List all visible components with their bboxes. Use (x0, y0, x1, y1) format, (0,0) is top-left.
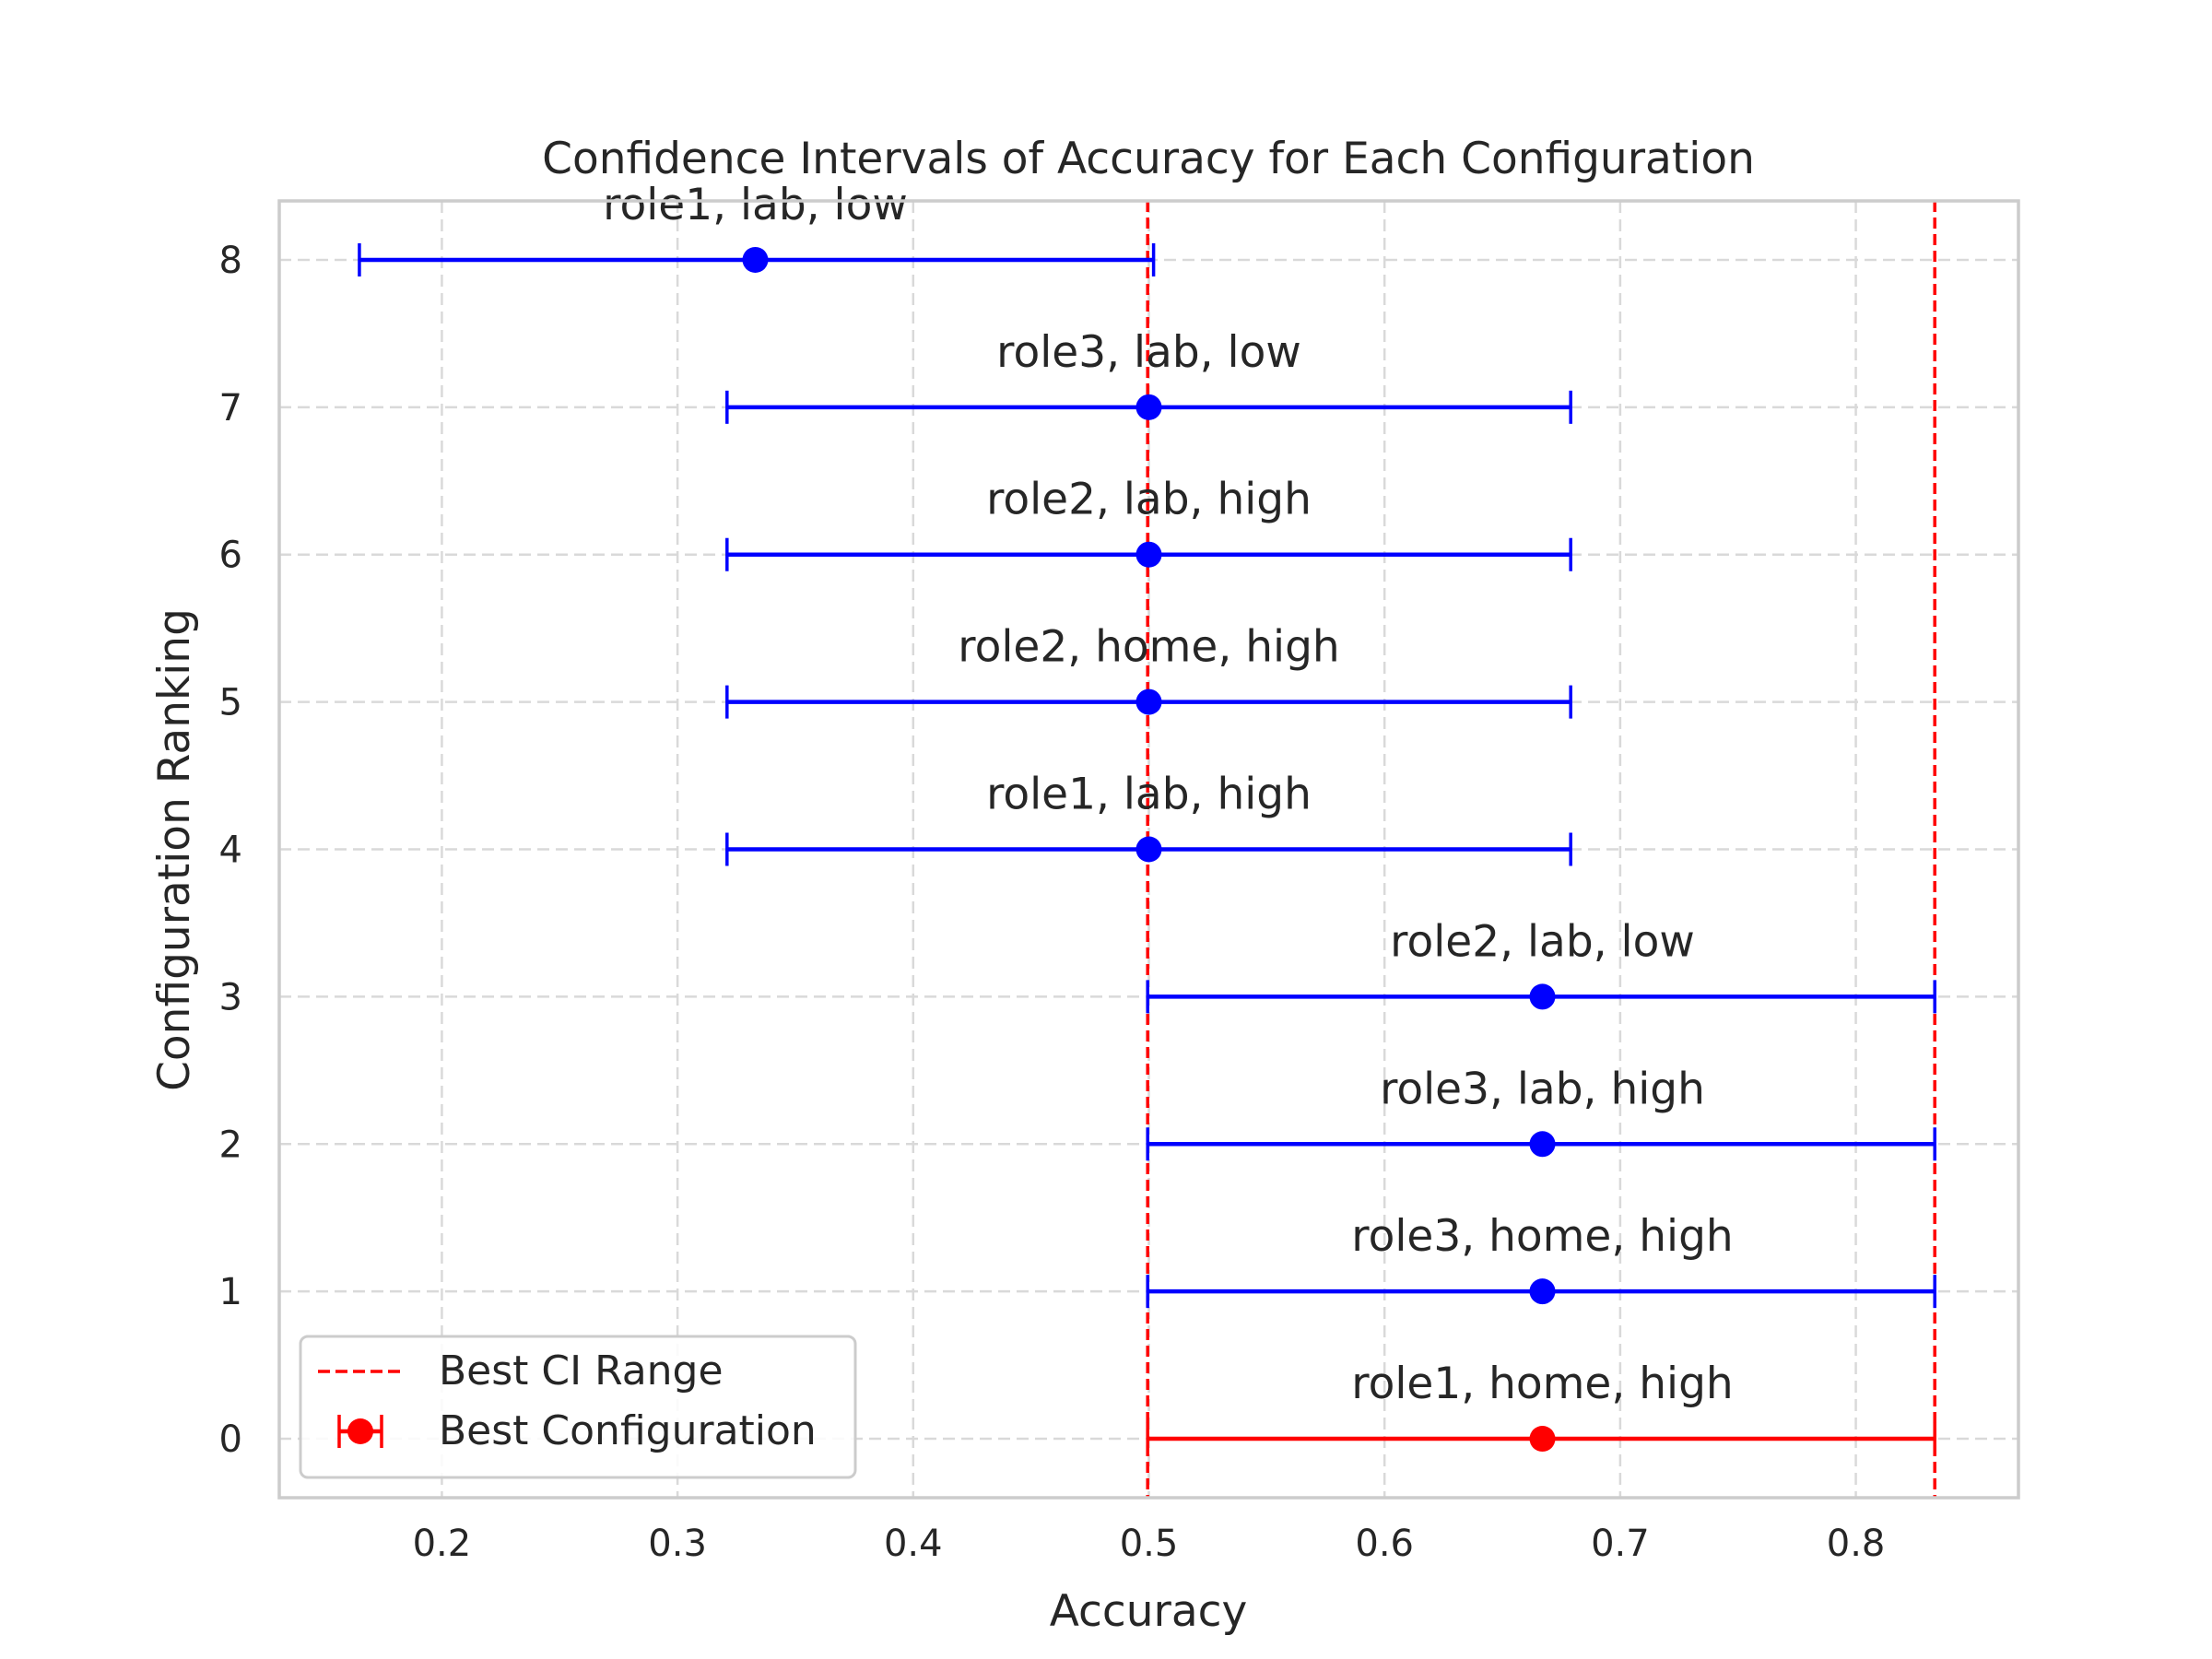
x-tick-label-5: 0.7 (1591, 1523, 1650, 1565)
data-point-7 (1135, 394, 1162, 420)
data-point-4 (1135, 836, 1162, 863)
errorbar-4: role1, lab, high (725, 770, 1572, 866)
errorbar-2: role3, lab, high (1146, 1064, 1936, 1161)
x-axis-label: Accuracy (1050, 1586, 1248, 1637)
error-bars: role1, home, high role3, home, high role3,… (358, 180, 1936, 1456)
point-label-2: role3, lab, high (1380, 1064, 1705, 1114)
y-axis-label: Configuration Ranking (149, 608, 200, 1091)
y-tick-labels: 0 1 2 3 4 5 6 7 8 (219, 240, 242, 1461)
y-tick-label-6: 6 (219, 535, 242, 577)
legend: Best CI Range Best Configuration (299, 1335, 857, 1479)
errorbar-5: role2, home, high (725, 622, 1572, 719)
data-point-3 (1529, 983, 1556, 1010)
errorbar-7: role3, lab, low (725, 327, 1572, 424)
y-tick-label-3: 3 (219, 976, 242, 1018)
legend-entry-best-ci: Best CI Range (439, 1347, 724, 1394)
errorbar-1: role3, home, high (1146, 1211, 1936, 1309)
chart-title: Confidence Intervals of Accuracy for Eac… (542, 134, 1755, 184)
y-tick-label-7: 7 (219, 387, 242, 429)
point-label-5: role2, home, high (958, 622, 1339, 673)
y-tick-label-8: 8 (219, 240, 242, 282)
x-tick-label-2: 0.4 (884, 1523, 943, 1565)
legend-point-swatch (347, 1418, 373, 1444)
legend-entry-best-config: Best Configuration (439, 1407, 817, 1454)
point-label-0: role1, home, high (1351, 1359, 1733, 1409)
point-label-7: role3, lab, low (996, 327, 1301, 378)
data-point-2 (1529, 1131, 1556, 1158)
x-tick-label-0: 0.2 (413, 1523, 472, 1565)
x-tick-label-3: 0.5 (1120, 1523, 1179, 1565)
point-label-6: role2, lab, high (986, 475, 1312, 525)
legend-box (299, 1335, 857, 1479)
data-point-6 (1135, 541, 1162, 568)
errorbar-3: role2, lab, low (1146, 916, 1936, 1014)
point-label-4: role1, lab, high (986, 770, 1312, 820)
y-tick-label-0: 0 (219, 1418, 242, 1461)
point-label-8: role1, lab, low (603, 180, 908, 230)
data-point-0 (1529, 1426, 1556, 1453)
errorbar-8: role1, lab, low (358, 180, 1156, 276)
data-point-8 (742, 246, 769, 273)
y-tick-label-4: 4 (219, 830, 242, 872)
y-tick-label-1: 1 (219, 1271, 242, 1313)
x-tick-label-4: 0.6 (1355, 1523, 1414, 1565)
data-point-5 (1135, 688, 1162, 715)
x-tick-label-1: 0.3 (648, 1523, 707, 1565)
plot-frame (277, 199, 2020, 1500)
x-tick-labels: 0.2 0.3 0.4 0.5 0.6 0.7 0.8 (413, 1523, 1886, 1565)
point-label-1: role3, home, high (1351, 1211, 1733, 1262)
data-point-1 (1529, 1278, 1556, 1305)
point-label-3: role2, lab, low (1390, 916, 1695, 967)
errorbar-6: role2, lab, high (725, 475, 1572, 571)
x-tick-label-6: 0.8 (1827, 1523, 1886, 1565)
errorbar-0: role1, home, high (1146, 1359, 1936, 1456)
y-tick-label-5: 5 (219, 682, 242, 724)
y-tick-label-2: 2 (219, 1124, 242, 1166)
